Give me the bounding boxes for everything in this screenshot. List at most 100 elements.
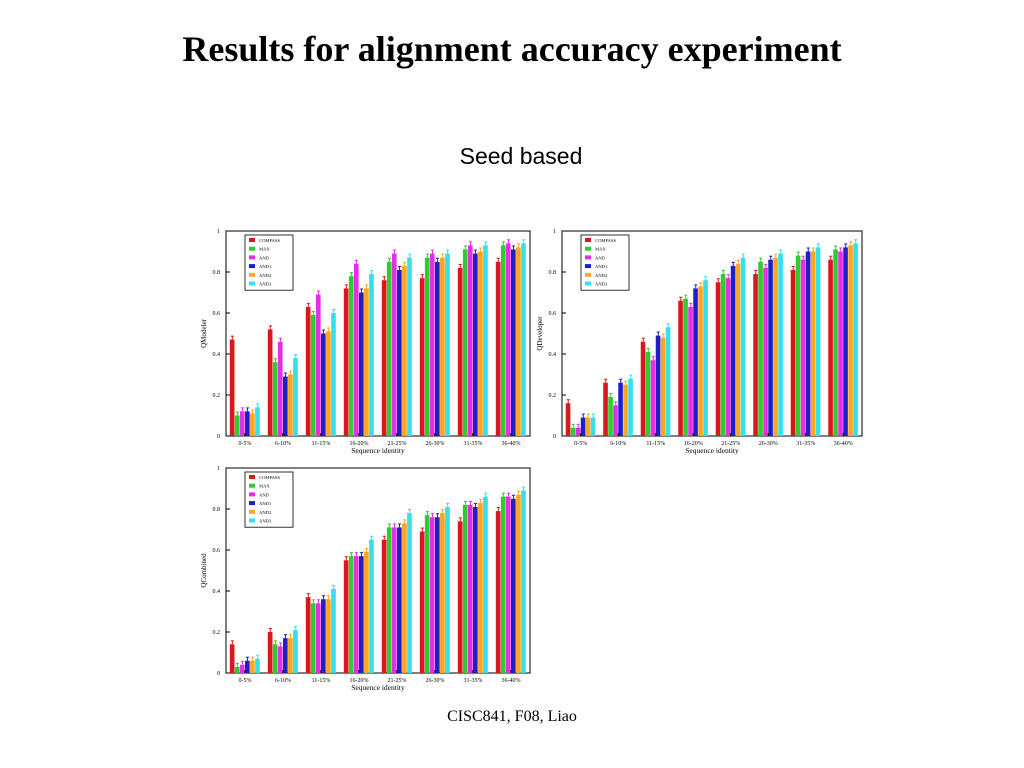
bar-and3 bbox=[815, 247, 821, 436]
bar-and1 bbox=[283, 376, 288, 436]
bar-and3 bbox=[407, 513, 412, 673]
bar-and2 bbox=[326, 599, 331, 673]
bar-max bbox=[683, 298, 688, 436]
bar-compass bbox=[343, 560, 349, 673]
y-axis-label: QCombined bbox=[200, 553, 208, 588]
bar-max bbox=[234, 415, 240, 436]
legend-label: AND1 bbox=[259, 501, 272, 506]
bar-compass bbox=[305, 306, 311, 436]
legend-swatch-and3 bbox=[249, 281, 255, 286]
bar-and1 bbox=[435, 261, 440, 436]
x-tick-label: 36-40% bbox=[834, 441, 853, 447]
legend-label: AND1 bbox=[259, 264, 272, 269]
bar-and1 bbox=[359, 556, 364, 673]
bar-and3 bbox=[778, 253, 783, 436]
bar-max bbox=[272, 644, 278, 673]
bar-and bbox=[239, 664, 245, 673]
bar-and2 bbox=[288, 374, 293, 436]
bar-and2 bbox=[250, 660, 255, 673]
bar-and3 bbox=[331, 313, 336, 436]
x-tick-label: 31-35% bbox=[464, 678, 483, 684]
bar-compass bbox=[305, 597, 311, 673]
y-tick-label: 0.6 bbox=[549, 311, 557, 317]
bar-compass bbox=[267, 632, 273, 673]
bar-max bbox=[608, 397, 613, 436]
bar-and1 bbox=[805, 251, 811, 436]
legend-label: AND2 bbox=[595, 273, 608, 278]
legend-swatch-compass bbox=[585, 238, 591, 242]
bar-and1 bbox=[618, 382, 623, 436]
bar-and3 bbox=[665, 327, 671, 436]
bar-and3 bbox=[255, 658, 260, 673]
bar-and2 bbox=[402, 265, 407, 436]
bar-and1 bbox=[768, 259, 773, 436]
x-axis-label: Sequence identity bbox=[351, 446, 405, 455]
bar-and2 bbox=[773, 257, 778, 436]
bar-and bbox=[763, 267, 768, 436]
bar-and1 bbox=[473, 506, 478, 673]
bar-max bbox=[462, 249, 468, 436]
bar-and2 bbox=[848, 245, 853, 436]
bar-and bbox=[467, 245, 473, 436]
x-tick-label: 16-20% bbox=[684, 441, 703, 447]
bar-and bbox=[391, 253, 397, 436]
x-tick-label: 26-30% bbox=[426, 441, 445, 447]
bar-and1 bbox=[245, 660, 250, 673]
legend-swatch-max bbox=[249, 246, 255, 251]
bar-and1 bbox=[321, 333, 326, 436]
x-axis-label: Sequence identity bbox=[351, 683, 405, 692]
qmodeler-chart: 0 0.2 0.4 0.6 0.8 1 QModeler 0-5% 6-10% 11-15% 16-… bbox=[200, 229, 531, 455]
bar-compass bbox=[495, 511, 501, 673]
x-tick-label: 31-35% bbox=[796, 441, 815, 447]
bar-and1 bbox=[397, 269, 402, 436]
bar-and3 bbox=[483, 496, 488, 673]
legend-label: MAX bbox=[595, 247, 606, 252]
bar-and2 bbox=[516, 494, 521, 673]
bar-and bbox=[725, 278, 731, 436]
bar-and3 bbox=[703, 280, 708, 436]
legend-box bbox=[244, 234, 294, 291]
x-axis-label: Sequence identity bbox=[685, 446, 739, 455]
bar-compass bbox=[457, 267, 463, 436]
bar-max bbox=[758, 261, 763, 436]
bar-and2 bbox=[364, 288, 369, 436]
legend-label: AND3 bbox=[595, 282, 608, 287]
y-tick-label: 0.4 bbox=[213, 352, 221, 358]
x-tick-label: 36-40% bbox=[502, 678, 521, 684]
y-tick-label: 0.8 bbox=[549, 270, 557, 276]
bar-and bbox=[353, 556, 359, 673]
bar-and1 bbox=[435, 517, 440, 673]
x-tick-label: 0-5% bbox=[239, 441, 252, 447]
bar-and3 bbox=[369, 539, 374, 673]
bar-and2 bbox=[585, 417, 591, 436]
bar-and3 bbox=[445, 253, 450, 436]
bar-and2 bbox=[288, 638, 293, 673]
legend-swatch-and1 bbox=[249, 264, 255, 269]
bar-and3 bbox=[369, 274, 374, 436]
y-tick-label: 1 bbox=[217, 466, 220, 472]
bar-and1 bbox=[321, 599, 326, 673]
bar-and1 bbox=[693, 288, 698, 436]
bar-compass bbox=[381, 539, 387, 673]
bar-and bbox=[575, 427, 581, 436]
legend-label: AND2 bbox=[259, 510, 272, 515]
legend-label: COMPASS bbox=[259, 475, 280, 480]
bar-compass bbox=[267, 329, 273, 436]
bar-and bbox=[315, 603, 321, 673]
bar-compass bbox=[229, 644, 235, 673]
bar-and3 bbox=[853, 243, 858, 436]
bar-and2 bbox=[810, 251, 816, 436]
bar-and1 bbox=[511, 249, 516, 436]
bar-compass bbox=[381, 280, 387, 436]
bar-and2 bbox=[250, 413, 255, 436]
bar-max bbox=[645, 351, 651, 436]
legend-swatch-and1 bbox=[585, 264, 591, 269]
legend-label: AND bbox=[595, 255, 606, 260]
bar-max bbox=[795, 255, 801, 436]
slide-footer: CISC841, F08, Liao bbox=[447, 708, 577, 725]
x-tick-label: 0-5% bbox=[574, 441, 587, 447]
y-tick-label: 0.2 bbox=[213, 393, 221, 399]
legend-label: AND3 bbox=[259, 519, 272, 524]
bar-and2 bbox=[440, 513, 445, 673]
bar-and bbox=[429, 517, 435, 673]
